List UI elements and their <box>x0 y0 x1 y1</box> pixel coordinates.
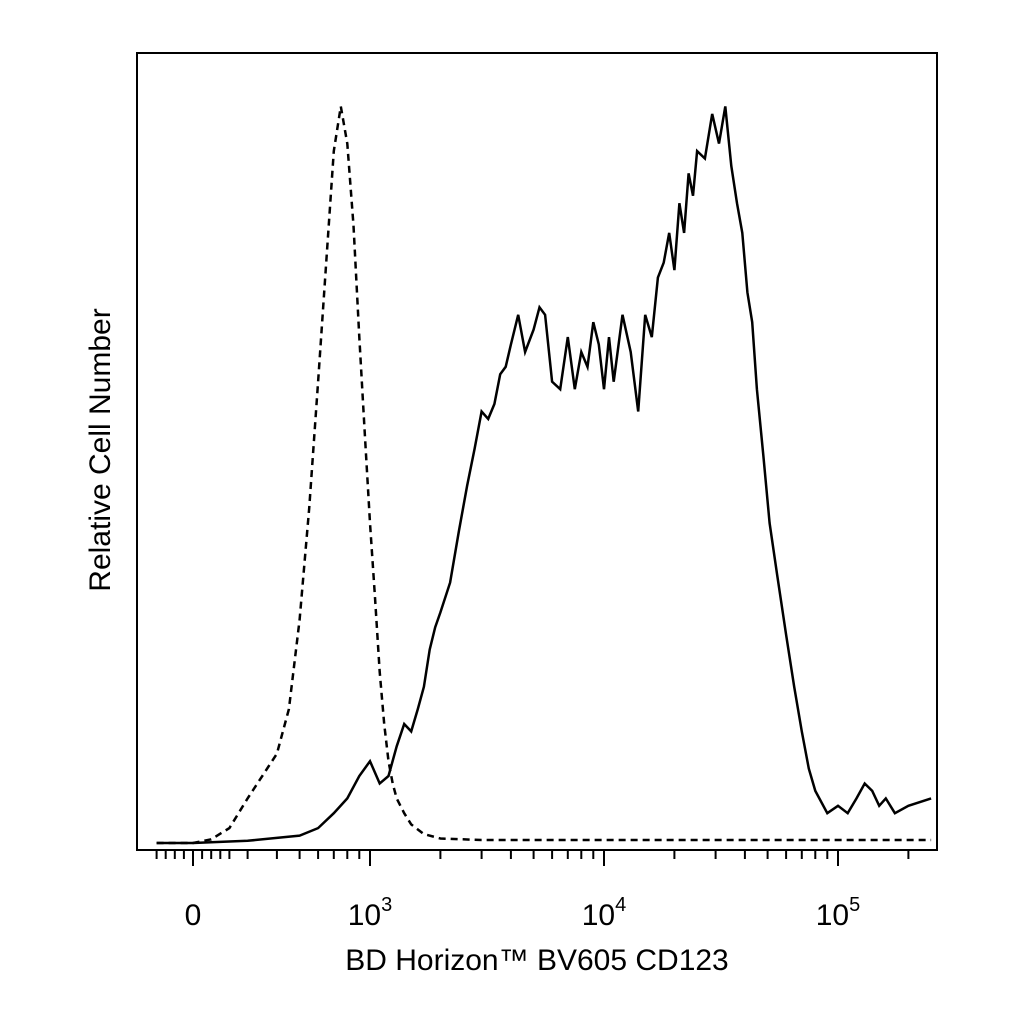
x-tick-label: 104 <box>582 894 627 932</box>
series-line-control <box>156 106 932 845</box>
x-axis-tick-labels: 0 103 104 105 <box>185 894 861 932</box>
x-axis-ticks <box>155 850 910 866</box>
plot-frame <box>136 52 938 851</box>
series-layer <box>156 106 932 845</box>
series-line-stained <box>156 106 932 845</box>
x-tick-label: 103 <box>348 894 393 932</box>
x-tick-label: 0 <box>185 899 202 932</box>
y-axis-title: Relative Cell Number <box>84 308 117 591</box>
x-axis-title: BD Horizon™ BV605 CD123 <box>345 944 729 977</box>
x-tick-label: 105 <box>816 894 861 932</box>
